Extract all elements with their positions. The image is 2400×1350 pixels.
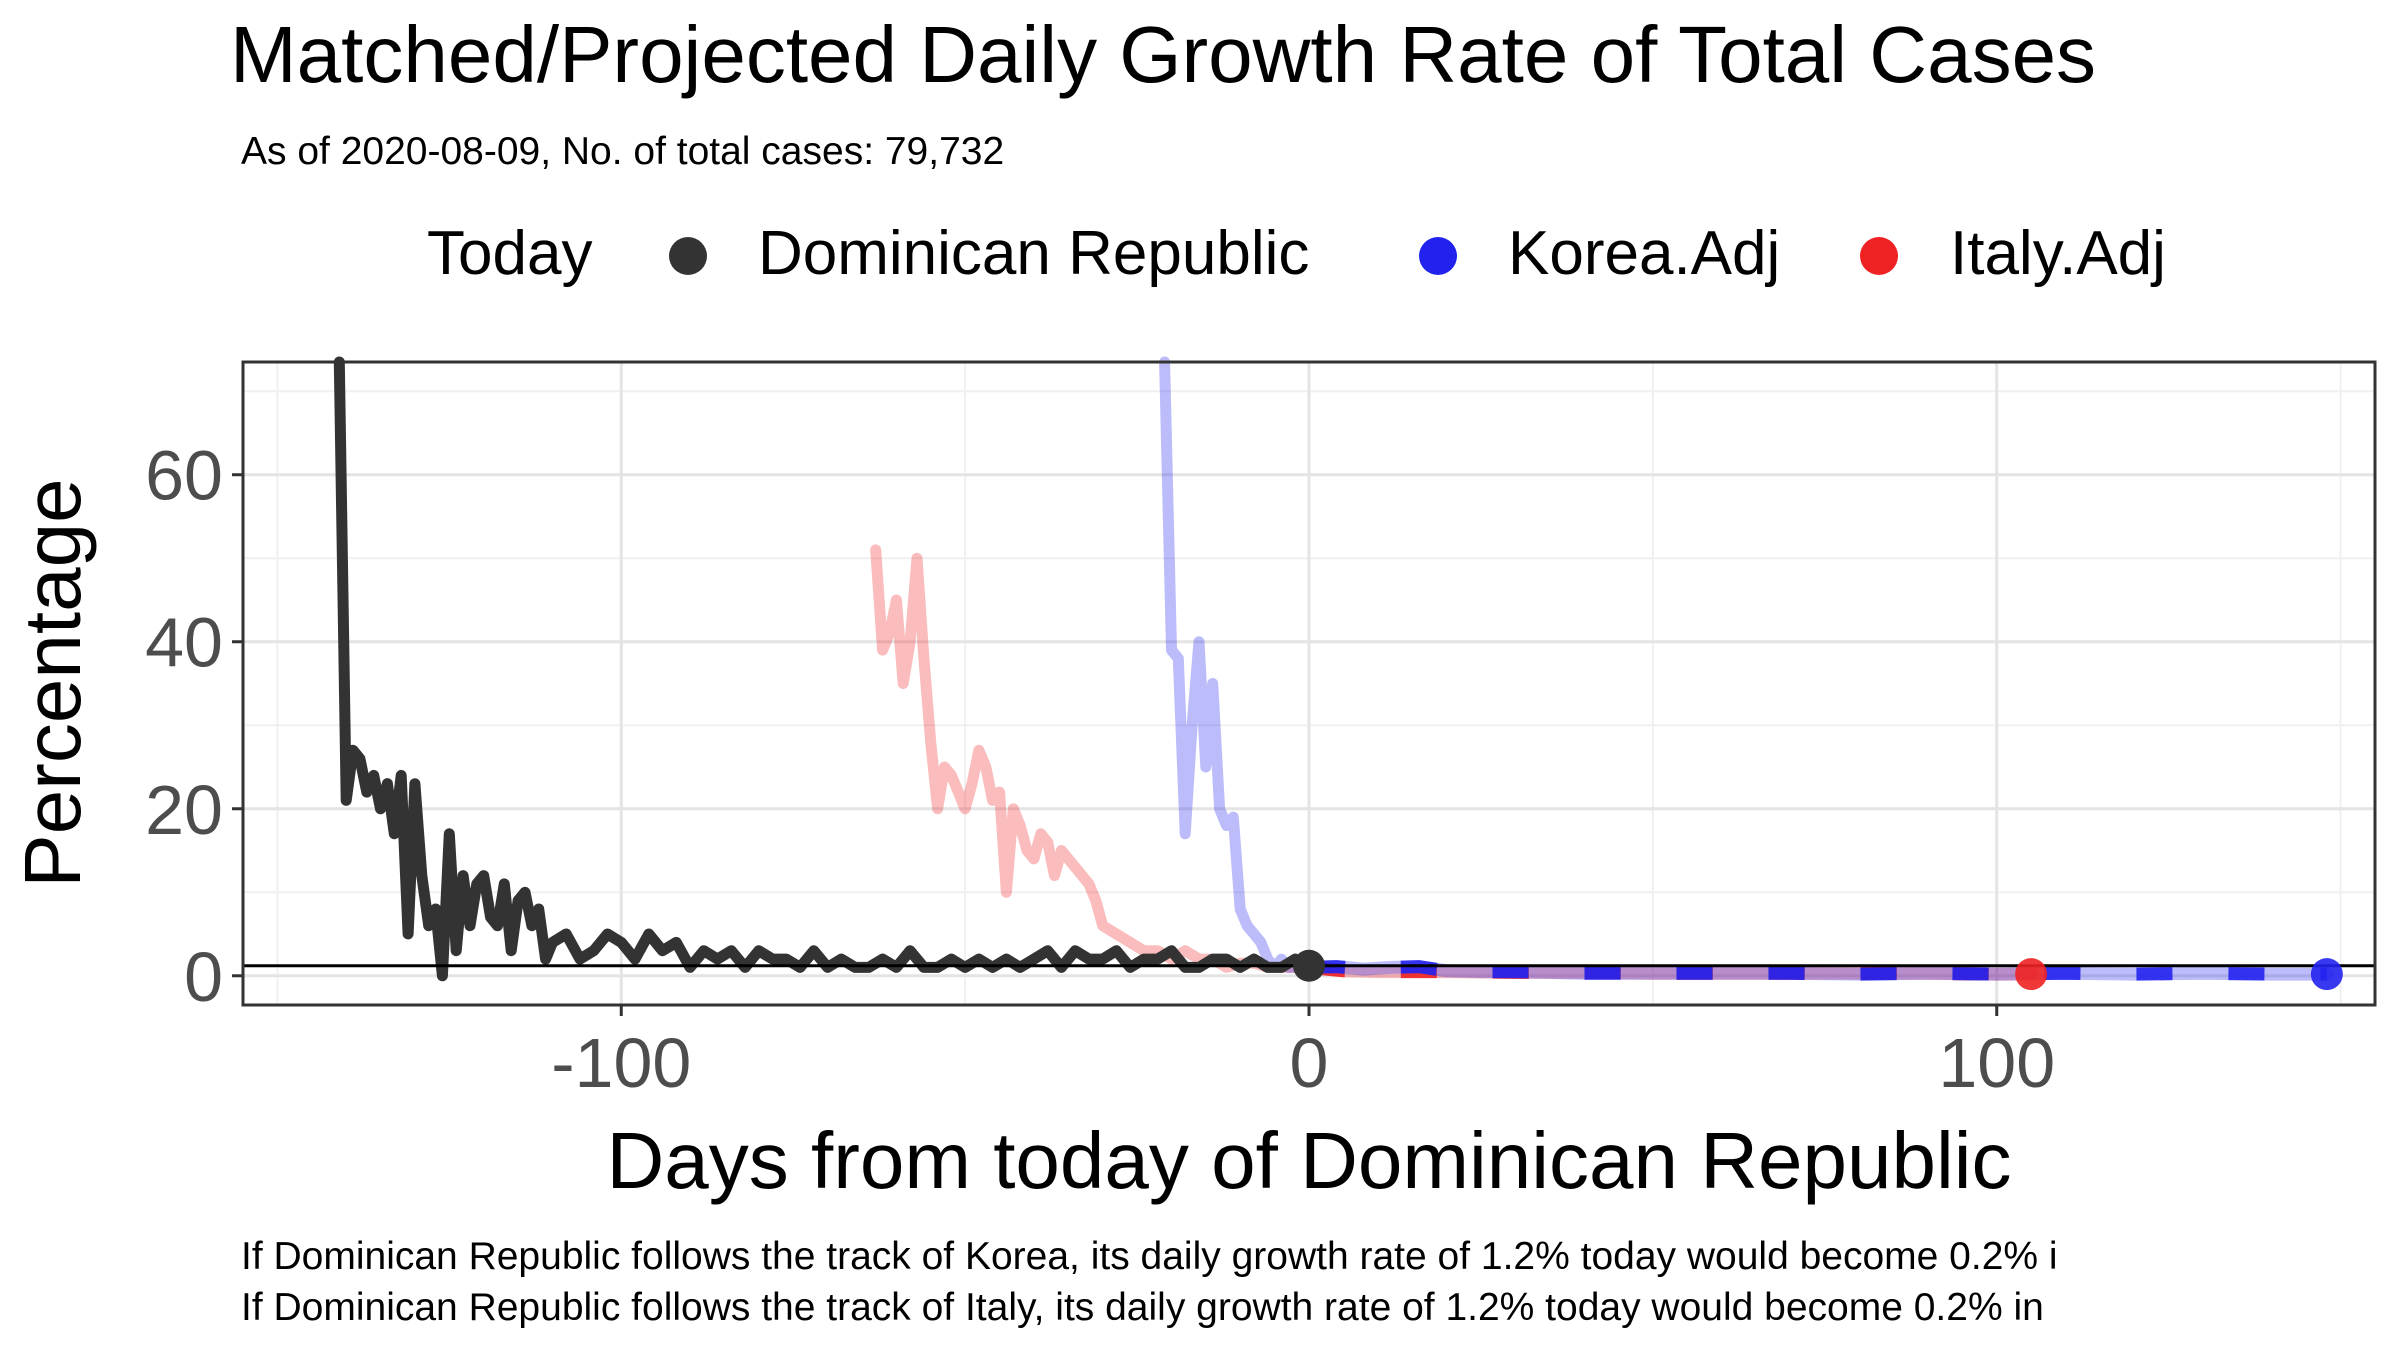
- y-axis-title: Percentage: [8, 478, 97, 887]
- series-line-korea-adj: [1159, 356, 1315, 973]
- endpoint-italy-adj: [2015, 958, 2048, 991]
- legend-key-italy-adj: [1860, 237, 1898, 275]
- legend-label-korea-adj: Korea.Adj: [1508, 219, 1780, 288]
- x-tick-label: 100: [1938, 1024, 2055, 1102]
- x-axis-title: Days from today of Dominican Republic: [606, 1116, 2011, 1205]
- y-axis: 0 20 40 60: [145, 437, 243, 1016]
- x-tick-label: -100: [551, 1024, 691, 1102]
- series-projection-dash-korea-adj: [1308, 960, 2327, 981]
- y-tick-label: 0: [184, 938, 223, 1016]
- legend-label-italy-adj: Italy.Adj: [1950, 219, 2166, 288]
- x-tick-label: 0: [1290, 1024, 1329, 1102]
- annotation-italy: If Dominican Republic follows the track …: [241, 1286, 2044, 1329]
- series-line-italy-adj: [870, 544, 1315, 973]
- series-projection-korea-adj: [1302, 960, 2334, 981]
- y-tick-label: 40: [145, 604, 223, 682]
- legend: Today Dominican Republic Korea.Adj Italy…: [427, 219, 2166, 288]
- chart-title: Matched/Projected Daily Growth Rate of T…: [230, 10, 2096, 99]
- legend-title: Today: [427, 219, 592, 288]
- series-projection-italy-adj: [1302, 960, 2038, 981]
- endpoint-korea-adj: [2310, 958, 2343, 991]
- y-tick-label: 60: [145, 437, 223, 515]
- x-axis: -100 0 100: [551, 1005, 2055, 1102]
- legend-label-dominican-republic: Dominican Republic: [758, 219, 1309, 288]
- points-layer: [1293, 949, 2343, 991]
- legend-key-korea-adj: [1419, 237, 1457, 275]
- y-tick-label: 20: [145, 771, 223, 849]
- legend-key-dominican-republic: [669, 237, 707, 275]
- annotation-korea: If Dominican Republic follows the track …: [241, 1235, 2058, 1278]
- today-point: [1293, 949, 1325, 982]
- series-layer: [333, 356, 2334, 982]
- series-line-dominican-republic: [333, 356, 1315, 982]
- chart-subtitle: As of 2020-08-09, No. of total cases: 79…: [241, 130, 1004, 173]
